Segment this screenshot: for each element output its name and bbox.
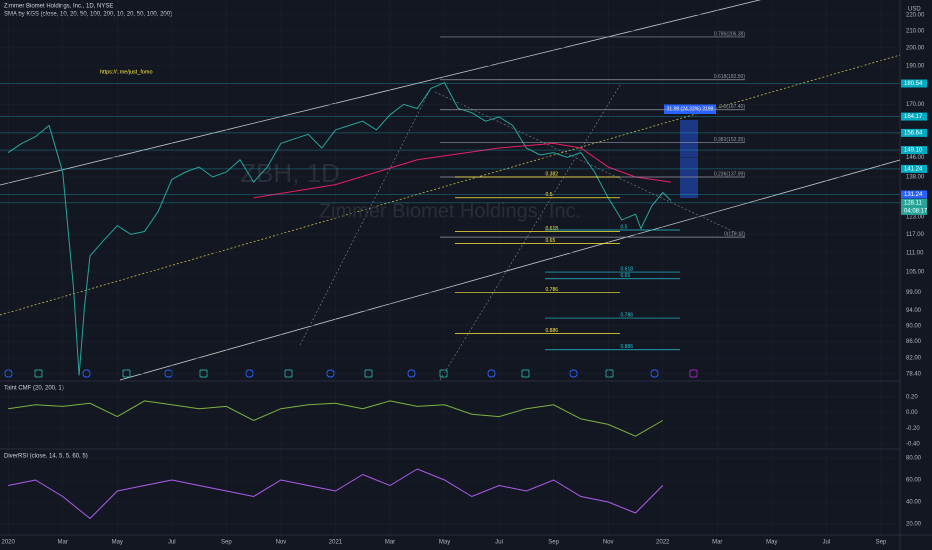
trend-line <box>439 84 621 381</box>
y-tick-label: 20.00 <box>906 522 922 528</box>
measure-label-bg <box>664 104 716 114</box>
price-tag-label: 156.64 <box>904 130 923 136</box>
price-tag <box>901 146 927 155</box>
price-line <box>8 468 664 520</box>
x-tick-label: Jul <box>168 540 176 546</box>
indicator-title: DiverRSI (close, 14, 5, 5, 60, 5) <box>4 454 88 460</box>
fib-label: 0.618 <box>621 266 634 272</box>
x-tick-label: 2022 <box>656 540 670 546</box>
fib-label: 0.786 <box>621 312 634 318</box>
x-tick-label: 2021 <box>329 540 343 546</box>
x-tick-label: May <box>112 540 123 546</box>
y-tick-label: -0.20 <box>906 426 920 432</box>
channel-line <box>119 159 901 381</box>
y-tick-label: 111.00 <box>906 250 924 256</box>
y-tick-label: 0.20 <box>906 395 918 401</box>
fib-label: 0.5(167.40) <box>719 104 745 110</box>
x-tick-label: Sep <box>221 540 232 546</box>
y-tick-label: 82.00 <box>906 356 922 362</box>
price-tag-label: 141.24 <box>904 166 923 172</box>
y-tick-label: 117.00 <box>906 232 925 238</box>
x-tick-label: Nov <box>276 540 287 546</box>
y-tick-label: 0.00 <box>906 410 918 416</box>
price-tag <box>901 164 927 173</box>
price-tag-label: 128.11 <box>904 200 923 206</box>
measure-label: 31.98 (24.32%) 3198 <box>667 106 714 112</box>
price-line <box>8 400 663 437</box>
y-tick-label: 86.00 <box>906 339 922 345</box>
indicator-title: Taint CMF (20, 200, 1) <box>4 386 64 392</box>
x-tick-label: Jul <box>495 540 503 546</box>
y-tick-label: 170.00 <box>906 102 925 108</box>
price-tag <box>901 112 927 121</box>
x-tick-label: Mar <box>58 540 68 546</box>
fib-label: 0.886 <box>621 344 634 350</box>
price-line <box>253 142 671 199</box>
x-tick-label: May <box>766 540 777 546</box>
x-tick-label: Mar <box>385 540 395 546</box>
y-tick-label: 80.00 <box>906 456 922 462</box>
y-tick-label: 123.00 <box>906 215 925 221</box>
fib-label: 0.65 <box>621 273 631 279</box>
fib-label: 0.618(182.50) <box>714 74 745 80</box>
y-tick-label: -0.40 <box>906 442 920 448</box>
x-tick-label: May <box>439 540 450 546</box>
x-tick-label: 2020 <box>2 540 16 546</box>
fib-label: 0.5 <box>546 192 553 198</box>
x-tick-label: Nov <box>603 540 614 546</box>
y-tick-label: 146.00 <box>906 155 925 161</box>
y-tick-label: 190.00 <box>906 63 925 69</box>
y-tick-label: 220.00 <box>906 12 925 18</box>
fib-label: 0.236(137.99) <box>714 171 745 177</box>
y-tick-label: 78.40 <box>906 371 922 377</box>
y-tick-label: 90.00 <box>906 323 922 329</box>
price-tag-label: 180.54 <box>904 81 923 87</box>
x-tick-label: Sep <box>876 540 887 546</box>
y-tick-label: 210.00 <box>906 28 925 34</box>
price-line <box>7 81 672 376</box>
fib-label: 0.5 <box>621 224 628 230</box>
price-tag <box>901 198 927 207</box>
fib-label: 0.886 <box>546 328 559 334</box>
fib-label: 0(116.10) <box>724 231 745 237</box>
x-tick-label: Jul <box>823 540 831 546</box>
x-tick-label: Mar <box>712 540 722 546</box>
y-tick-label: 138.00 <box>906 175 925 181</box>
price-tag-label: 149.10 <box>904 148 923 154</box>
currency: USD <box>908 7 921 13</box>
fib-label: 0.618 <box>546 226 559 232</box>
price-tag-label: 164.17 <box>904 114 923 120</box>
trend-line <box>434 91 746 238</box>
price-tag <box>901 190 927 199</box>
watermark: Zimmer Biomet Holdings, Inc. <box>319 200 581 222</box>
x-tick-label: Sep <box>548 540 559 546</box>
measure-box <box>680 120 698 198</box>
price-tag-label: 131.24 <box>904 192 923 198</box>
price-tag <box>901 128 927 137</box>
y-tick-label: 200.00 <box>906 45 925 51</box>
fib-label: 0.382 <box>546 171 559 177</box>
fib-label: 0.65 <box>546 238 556 244</box>
y-tick-label: 99.00 <box>906 290 922 296</box>
countdown-bg <box>901 206 927 215</box>
fib-label: 0.382(152.35) <box>714 137 745 143</box>
price-tag <box>901 79 927 88</box>
trend-line <box>0 54 901 316</box>
watermark: ZBH, 1D <box>240 158 340 188</box>
y-tick-label: 60.00 <box>906 478 922 484</box>
fib-label: 0.786 <box>546 287 559 293</box>
annotation-link[interactable]: https://t.me/just_fomo <box>100 69 153 75</box>
chart-title: Zimmer Biomet Holdings, Inc., 1D, NYSE <box>4 4 113 10</box>
fib-label: 0.786(206.38) <box>714 31 745 37</box>
countdown: 04:08:17 <box>904 208 928 214</box>
y-tick-label: 105.00 <box>906 270 925 276</box>
y-tick-label: 94.00 <box>906 308 922 314</box>
y-tick-label: 40.00 <box>906 500 922 506</box>
